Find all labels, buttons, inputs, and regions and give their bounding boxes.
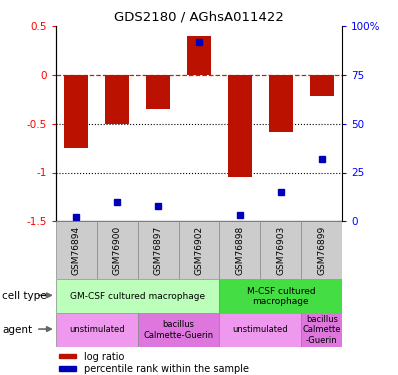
Text: agent: agent xyxy=(2,325,32,335)
Text: cell type: cell type xyxy=(2,291,47,301)
Bar xyxy=(146,75,170,109)
Text: GSM76897: GSM76897 xyxy=(154,226,162,275)
Bar xyxy=(219,313,301,347)
Bar xyxy=(179,221,219,279)
Bar xyxy=(219,279,342,313)
Text: GM-CSF cultured macrophage: GM-CSF cultured macrophage xyxy=(70,292,205,301)
Text: log ratio: log ratio xyxy=(84,351,125,361)
Text: bacillus
Calmette-Guerin: bacillus Calmette-Guerin xyxy=(143,320,214,340)
Bar xyxy=(105,75,129,124)
Bar xyxy=(56,279,219,313)
Text: unstimulated: unstimulated xyxy=(69,326,125,334)
Bar xyxy=(269,75,293,132)
Text: GSM76903: GSM76903 xyxy=(276,226,285,275)
Bar xyxy=(219,221,260,279)
Text: bacillus
Calmette
-Guerin: bacillus Calmette -Guerin xyxy=(302,315,341,345)
Bar xyxy=(64,75,88,148)
Text: GSM76898: GSM76898 xyxy=(236,226,244,275)
Bar xyxy=(59,354,76,358)
Text: percentile rank within the sample: percentile rank within the sample xyxy=(84,363,250,374)
Title: GDS2180 / AGhsA011422: GDS2180 / AGhsA011422 xyxy=(114,11,284,24)
Bar xyxy=(59,366,76,371)
Bar xyxy=(187,36,211,75)
Bar xyxy=(138,221,179,279)
Bar xyxy=(97,221,138,279)
Text: GSM76902: GSM76902 xyxy=(195,226,203,275)
Text: GSM76899: GSM76899 xyxy=(317,226,326,275)
Bar xyxy=(260,221,301,279)
Bar xyxy=(138,313,219,347)
Text: unstimulated: unstimulated xyxy=(232,326,288,334)
Bar xyxy=(301,221,342,279)
Bar xyxy=(56,221,97,279)
Text: M-CSF cultured
macrophage: M-CSF cultured macrophage xyxy=(247,286,315,306)
Text: GSM76894: GSM76894 xyxy=(72,226,81,275)
Bar xyxy=(228,75,252,177)
Bar xyxy=(310,75,334,96)
Bar xyxy=(56,313,138,347)
Text: GSM76900: GSM76900 xyxy=(113,226,122,275)
Bar xyxy=(301,313,342,347)
